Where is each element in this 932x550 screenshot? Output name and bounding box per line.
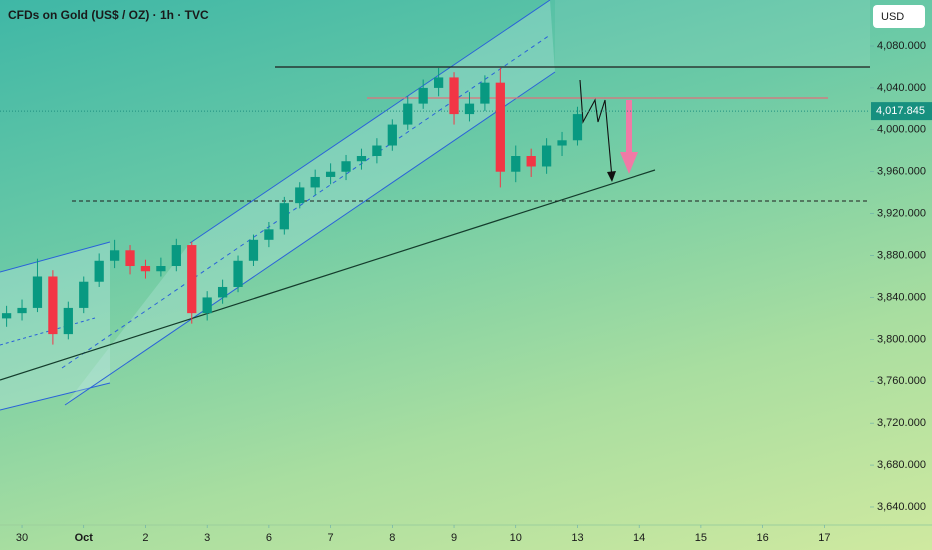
candle-body xyxy=(264,229,274,240)
last-price-box xyxy=(871,102,932,121)
y-tick-label: 3,800.000 xyxy=(877,333,926,345)
candle-body xyxy=(557,140,567,146)
candle-body xyxy=(541,145,552,167)
channel-mid xyxy=(0,317,96,346)
candle-body xyxy=(480,82,490,104)
candle-body xyxy=(94,260,104,282)
candle-body xyxy=(217,286,228,298)
candle-body xyxy=(125,250,135,267)
chart-title: CFDs on Gold (US$ / OZ) · 1h · TVC xyxy=(8,8,209,22)
y-tick-label: 3,640.000 xyxy=(877,501,926,513)
trend-line xyxy=(0,169,656,381)
candle-body xyxy=(17,307,27,314)
candle-body xyxy=(387,124,397,146)
x-tick-label: 9 xyxy=(451,532,457,544)
x-tick-label: 2 xyxy=(142,532,148,544)
candle-body xyxy=(372,145,382,157)
x-tick-label: 10 xyxy=(510,532,522,544)
y-tick-label: 3,760.000 xyxy=(877,375,926,387)
candle-body xyxy=(171,245,181,267)
candle-body xyxy=(48,276,58,335)
currency-box[interactable] xyxy=(873,5,925,28)
candle-body xyxy=(418,87,428,104)
channel-line xyxy=(0,382,111,411)
candle-body xyxy=(202,297,212,314)
currency[interactable]: USD xyxy=(881,11,904,23)
x-tick-label: 8 xyxy=(389,532,395,544)
channel-mid xyxy=(61,34,551,369)
x-tick-label: 14 xyxy=(633,532,645,544)
x-tick-label: 16 xyxy=(756,532,768,544)
x-tick-label: 13 xyxy=(571,532,583,544)
x-tick-label: 6 xyxy=(266,532,272,544)
candle-body xyxy=(295,187,305,204)
candle-body xyxy=(310,176,320,188)
last-price-label: 4,017.845 xyxy=(876,105,925,117)
y-tick-label: 3,720.000 xyxy=(877,417,926,429)
candle-body xyxy=(464,103,475,115)
y-tick-label: 3,680.000 xyxy=(877,459,926,471)
y-tick-label: 3,840.000 xyxy=(877,291,926,303)
channel-fill xyxy=(65,0,555,405)
channel-line xyxy=(64,71,556,406)
candle-body xyxy=(233,260,243,287)
candle-body xyxy=(526,156,536,167)
y-tick-label: 4,040.000 xyxy=(877,82,926,94)
candle-body xyxy=(356,156,367,162)
candle-body xyxy=(140,266,151,272)
candle-body xyxy=(495,82,505,172)
x-tick-label: 7 xyxy=(328,532,334,544)
x-tick-label: 3 xyxy=(204,532,210,544)
candle-body xyxy=(325,171,336,177)
x-tick-label: 15 xyxy=(695,532,707,544)
candle-body xyxy=(511,156,521,172)
candle-body xyxy=(572,114,583,141)
x-tick-label: Oct xyxy=(75,532,94,544)
shade xyxy=(555,0,870,67)
drawings xyxy=(0,0,870,411)
candle-body xyxy=(32,276,43,308)
pink-arrow xyxy=(626,100,632,155)
candle-body xyxy=(187,245,197,314)
candle-body xyxy=(248,239,259,261)
candle-body xyxy=(79,281,89,308)
candle-body xyxy=(341,161,351,172)
candle-body xyxy=(156,266,166,272)
candle-body xyxy=(449,77,459,115)
path-arrow xyxy=(579,79,613,179)
pink-arrow-head xyxy=(620,152,638,174)
candle-body xyxy=(63,307,73,335)
channel-line xyxy=(0,241,111,273)
x-tick-label: 17 xyxy=(818,532,830,544)
y-tick-label: 4,000.000 xyxy=(877,124,926,136)
candle-body xyxy=(433,77,444,88)
y-tick-label: 3,960.000 xyxy=(877,166,926,178)
candle-body xyxy=(109,250,120,261)
x-tick-label: 30 xyxy=(16,532,28,544)
channel-line xyxy=(189,0,551,244)
candle-body xyxy=(279,203,289,230)
candle-body xyxy=(403,103,413,125)
y-tick-label: 3,920.000 xyxy=(877,208,926,220)
candle-body xyxy=(1,313,12,319)
y-tick-label: 4,080.000 xyxy=(877,40,926,52)
y-tick-label: 3,880.000 xyxy=(877,249,926,261)
arrow-head xyxy=(607,171,616,182)
